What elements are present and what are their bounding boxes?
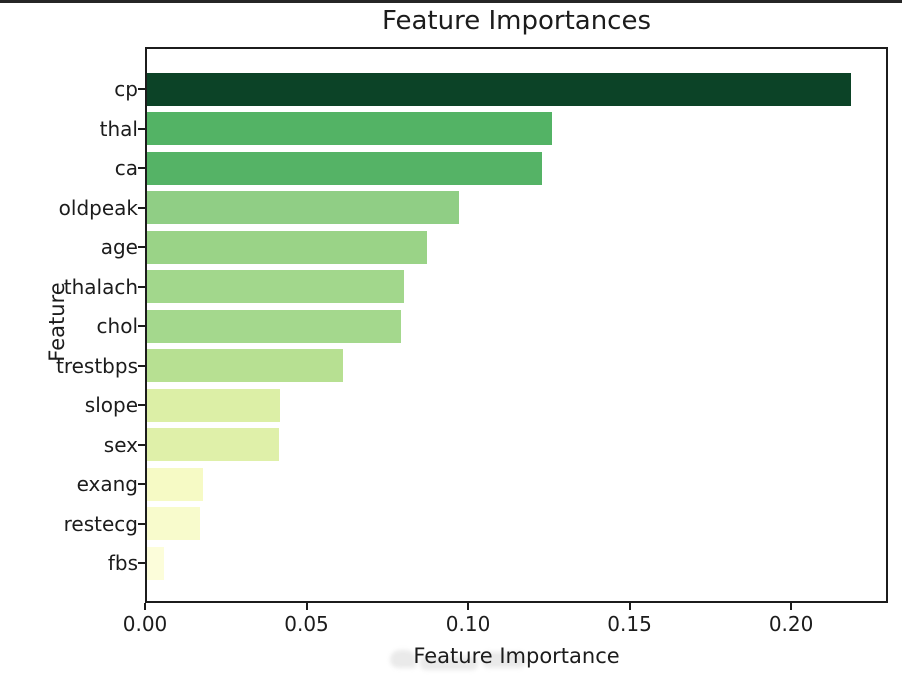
bar-thalach <box>147 270 404 303</box>
chart-title: Feature Importances <box>381 6 652 36</box>
bar-thal <box>147 112 552 145</box>
x-tick-mark <box>790 603 793 610</box>
bar-trestbps <box>147 349 343 382</box>
x-tick-mark <box>628 603 631 610</box>
y-tick-label-sex: sex <box>103 432 138 457</box>
bar-cp <box>147 72 851 106</box>
y-tick-mark <box>138 167 145 169</box>
y-tick-mark <box>138 246 145 248</box>
y-tick-mark <box>138 325 145 327</box>
y-tick-mark <box>138 206 145 209</box>
bar-fbs <box>147 546 164 580</box>
y-tick-label-trestbps: trestbps <box>55 353 138 378</box>
figure-top-border <box>0 0 902 3</box>
x-tick-label-0.05: 0.05 <box>284 612 329 636</box>
y-tick-mark <box>138 88 145 90</box>
y-tick-mark <box>138 522 145 525</box>
watermark-blob <box>390 650 416 668</box>
watermark-blob <box>420 656 478 670</box>
y-tick-label-oldpeak: oldpeak <box>58 195 138 220</box>
y-tick-label-chol: chol <box>96 314 138 338</box>
x-axis-label: Feature Importance <box>413 644 620 668</box>
bar-age <box>147 230 427 264</box>
y-tick-label-ca: ca <box>114 156 138 180</box>
y-axis-label: Feature <box>45 282 69 362</box>
y-tick-label-fbs: fbs <box>107 551 138 575</box>
y-tick-mark <box>138 127 145 130</box>
y-tick-label-slope: slope <box>84 393 138 417</box>
bar-ca <box>147 151 542 185</box>
x-tick-label-0.10: 0.10 <box>445 612 491 636</box>
y-tick-mark <box>138 404 145 406</box>
y-tick-label-thal: thal <box>99 116 138 141</box>
y-tick-mark <box>138 483 145 485</box>
watermark-blob <box>482 652 526 668</box>
x-tick-mark <box>467 603 470 610</box>
bar-exang <box>147 467 203 501</box>
bar-slope <box>147 388 280 422</box>
x-tick-mark <box>305 603 308 610</box>
y-tick-label-age: age <box>100 235 138 259</box>
x-tick-mark <box>144 603 146 610</box>
y-tick-label-cp: cp <box>114 77 138 101</box>
bar-chol <box>147 309 401 343</box>
y-tick-label-restecg: restecg <box>63 511 138 536</box>
watermark <box>390 646 530 676</box>
x-tick-label-0.15: 0.15 <box>607 612 652 636</box>
bar-sex <box>147 428 279 461</box>
bar-restecg <box>147 507 200 540</box>
bar-oldpeak <box>147 191 459 224</box>
plot-area <box>145 47 888 603</box>
y-tick-mark <box>138 443 145 446</box>
y-tick-mark <box>138 364 145 367</box>
x-tick-label-0.20: 0.20 <box>768 612 814 636</box>
y-tick-label-exang: exang <box>76 472 138 496</box>
y-tick-label-thalach: thalach <box>63 274 138 299</box>
y-tick-mark <box>138 285 145 288</box>
x-tick-label-0.00: 0.00 <box>122 612 168 636</box>
y-tick-mark <box>138 562 145 564</box>
